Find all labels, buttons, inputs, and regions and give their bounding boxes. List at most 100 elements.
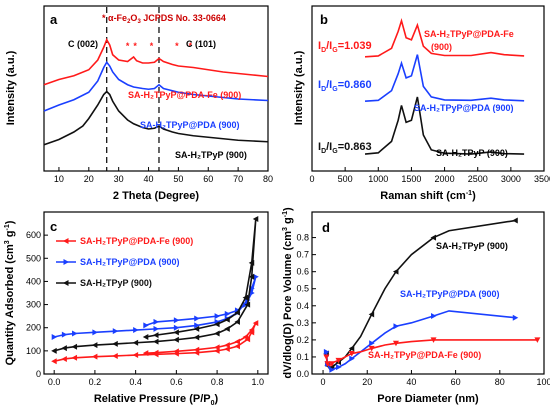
panel-d-frame bbox=[311, 211, 545, 375]
x-tick-label: 0 bbox=[321, 377, 326, 387]
series-sa-h-tpyp-pda-fe-900-point bbox=[51, 358, 57, 365]
id-ig-ratio: ID/IG=0.860 bbox=[318, 79, 372, 93]
panel-c-frame bbox=[43, 211, 269, 375]
panel-a-label: a bbox=[50, 12, 58, 27]
series-sa-h-tpyp-pda-fe-900-point bbox=[224, 342, 230, 349]
series-sa-h-tpyp-pda-900-point bbox=[431, 313, 437, 320]
y-tick-label: 0.2 bbox=[296, 335, 309, 345]
series-sa-h-tpyp-pda-fe-900-point bbox=[248, 327, 255, 334]
series-sa-h-tpyp-900-point bbox=[61, 345, 67, 352]
series-sa-h-tpyp-pda-fe-900-point bbox=[323, 354, 330, 360]
series-sa-h-tpyp-900-point bbox=[224, 316, 230, 323]
x-tick-label: 1500 bbox=[401, 174, 421, 184]
x-tick-label: 50 bbox=[173, 174, 183, 184]
id-ig-ratio: ID/IG=0.863 bbox=[318, 141, 372, 155]
panel-d: d 0 20 40 60 80 100 0.0 0.1 0.2 0.3 0.4 0.5 0.6 0.7 0.… bbox=[282, 207, 550, 405]
fe2o3-peak-star: * bbox=[150, 41, 154, 51]
panel-a-star-markers: * * * * * bbox=[126, 41, 193, 51]
x-tick-label: 0.0 bbox=[48, 377, 61, 387]
panel-b-frame bbox=[311, 5, 545, 172]
series-sa-h-tpyp-pda-900-point bbox=[143, 322, 149, 329]
series-sa-h-tpyp-pda-900-point bbox=[336, 364, 342, 371]
legend-label: SA-H₂TPyP@PDA (900) bbox=[80, 257, 179, 267]
series-sa-h-tpyp-900-point bbox=[430, 234, 437, 241]
panel-c-legend: SA-H₂TPyP@PDA-Fe (900) SA-H₂TPyP@PDA (900… bbox=[56, 236, 193, 288]
series-label-sa-h2tpyp-b: SA-H₂TPyP (900) bbox=[436, 148, 508, 158]
panel-c: c 0.0 0.2 0.4 0.6 0.8 1.00100200300400500600 … bbox=[4, 211, 269, 407]
panel-d-series bbox=[323, 217, 541, 373]
x-tick-label: 40 bbox=[144, 174, 154, 184]
series-sa-h-tpyp-900-point bbox=[173, 329, 179, 336]
legend-label: SA-H₂TPyP (900) bbox=[80, 278, 152, 288]
x-tick-label: 3500 bbox=[534, 174, 550, 184]
series-sa-h-tpyp-pda-fe-900-point bbox=[242, 333, 249, 340]
y-tick-label: 200 bbox=[26, 323, 41, 333]
series-sa-h-tpyp-900-point bbox=[248, 273, 255, 280]
y-tick-label: 0.5 bbox=[296, 284, 309, 294]
series-sa-h-tpyp-pda-900-point bbox=[253, 273, 259, 280]
panel-a: a 10 20 30 40 50 60 70 80 * * * * * * α-Fe2O3 JCPDS… bbox=[5, 5, 273, 202]
panel-d-ticks: 0 20 40 60 80 100 0.0 0.1 0.2 0.3 0.4 0.5 0.6 0.7 0.8 bbox=[296, 233, 550, 387]
series-label-sa-h2tpyp-pda-fe-a: SA-H₂TPyP@PDA-Fe (900) bbox=[128, 90, 241, 100]
x-tick-label: 500 bbox=[338, 174, 353, 184]
panel-d-label: d bbox=[322, 220, 330, 235]
series-sa-h-tpyp-pda-900-point bbox=[214, 313, 221, 320]
fe2o3-peak-star: * bbox=[133, 41, 137, 51]
series-sa-h-tpyp-pda-fe-line bbox=[364, 17, 525, 58]
series-sa-h-tpyp-pda-fe-900-point bbox=[193, 346, 200, 353]
x-tick-label: 80 bbox=[263, 174, 273, 184]
panel-c-series bbox=[51, 215, 259, 365]
series-sa-h-tpyp-900-point bbox=[153, 332, 159, 339]
series-sa-h-tpyp-pda-fe-900-point bbox=[153, 349, 159, 356]
series-sa-h-tpyp-pda-fe-900-point bbox=[430, 337, 437, 343]
x-tick-label: 0.2 bbox=[89, 377, 102, 387]
y-tick-label: 0.7 bbox=[296, 250, 309, 260]
y-tick-label: 0 bbox=[36, 369, 41, 379]
panel-b: b 0 500 1000 1500 2000 2500 3000 3500 ID/IG=1.0… bbox=[293, 5, 550, 202]
panel-c-ticks: 0.0 0.2 0.4 0.6 0.8 1.0 0 100 200 300 400 500 600 bbox=[26, 230, 264, 387]
series-sa-h-tpyp-pda-fe-900-point bbox=[173, 348, 179, 355]
series-sa-h-tpyp-900-point bbox=[51, 347, 57, 354]
series-sa-h-tpyp-900-point bbox=[234, 309, 240, 316]
series-sa-h-tpyp-pda-fe-900-point bbox=[534, 337, 541, 343]
panel-c-ylabel: Quantity Adsorbed (cm3 g-1) bbox=[4, 220, 16, 365]
series-sa-h-tpyp-pda-900-point bbox=[329, 366, 335, 373]
series-sa-h-tpyp-900-point bbox=[142, 333, 149, 340]
x-tick-label: 2500 bbox=[468, 174, 488, 184]
series-sa-h-tpyp-900-point bbox=[173, 336, 179, 343]
panel-b-ticks: 0 500 1000 1500 2000 2500 3000 3500 bbox=[309, 167, 550, 184]
legend-label: SA-H₂TPyP@PDA-Fe (900) bbox=[80, 236, 193, 246]
x-tick-label: 0.8 bbox=[211, 377, 224, 387]
x-tick-label: 0 bbox=[309, 174, 314, 184]
panel-a-ticks: 10 20 30 40 50 60 70 80 bbox=[54, 167, 273, 184]
x-tick-label: 0.4 bbox=[129, 377, 142, 387]
fe2o3-peak-star: * bbox=[189, 41, 193, 51]
x-tick-label: 10 bbox=[54, 174, 64, 184]
panel-a-dashed-lines bbox=[106, 7, 160, 171]
c002-label: C (002) bbox=[68, 39, 98, 49]
series-sa-h-tpyp-pda-fe-900-point bbox=[91, 353, 98, 360]
fe2o3-peak-star: * bbox=[126, 41, 130, 51]
series-sa-h-tpyp-pda-900-point bbox=[153, 325, 159, 332]
series-sa-h-tpyp-pda-900-point bbox=[133, 327, 139, 334]
series-sa-h-tpyp-900-point bbox=[512, 217, 518, 224]
x-tick-label: 60 bbox=[203, 174, 213, 184]
panel-d-xlabel: Pore Diameter (nm) bbox=[377, 393, 479, 405]
panel-b-ylabel: Intensity (a.u.) bbox=[293, 50, 305, 125]
series-sa-h-tpyp-900-point bbox=[91, 342, 98, 349]
series-sa-h-tpyp-pda-fe-900-line bbox=[54, 322, 257, 363]
series-sa-h-tpyp-pda-fe-900-point bbox=[132, 352, 139, 359]
series-sa-h-tpyp-pda-900-line bbox=[43, 60, 269, 112]
panel-a-series bbox=[43, 37, 269, 146]
series-sa-h-tpyp-pda-fe-900-point bbox=[61, 355, 67, 362]
series-sa-h-tpyp-900-point bbox=[214, 321, 220, 328]
panel-b-ratios: ID/IG=1.039 ID/IG=0.860 ID/IG=0.863 bbox=[318, 40, 372, 155]
y-tick-label: 0.0 bbox=[296, 369, 309, 379]
series-sa-h-tpyp-pda-900-point bbox=[512, 314, 519, 321]
series-label-sa-h2tpyp-pda-d: SA-H₂TPyP@PDA (900) bbox=[400, 289, 499, 299]
series-sa-h-tpyp-pda-900-point bbox=[92, 329, 98, 336]
series-sa-h-tpyp-pda-900-point bbox=[194, 315, 200, 322]
series-sa-h-tpyp-900-point bbox=[234, 318, 240, 325]
fe2o3-peak-star: * bbox=[175, 41, 179, 51]
panel-b-xlabel: Raman shift (cm-1) bbox=[380, 190, 476, 202]
